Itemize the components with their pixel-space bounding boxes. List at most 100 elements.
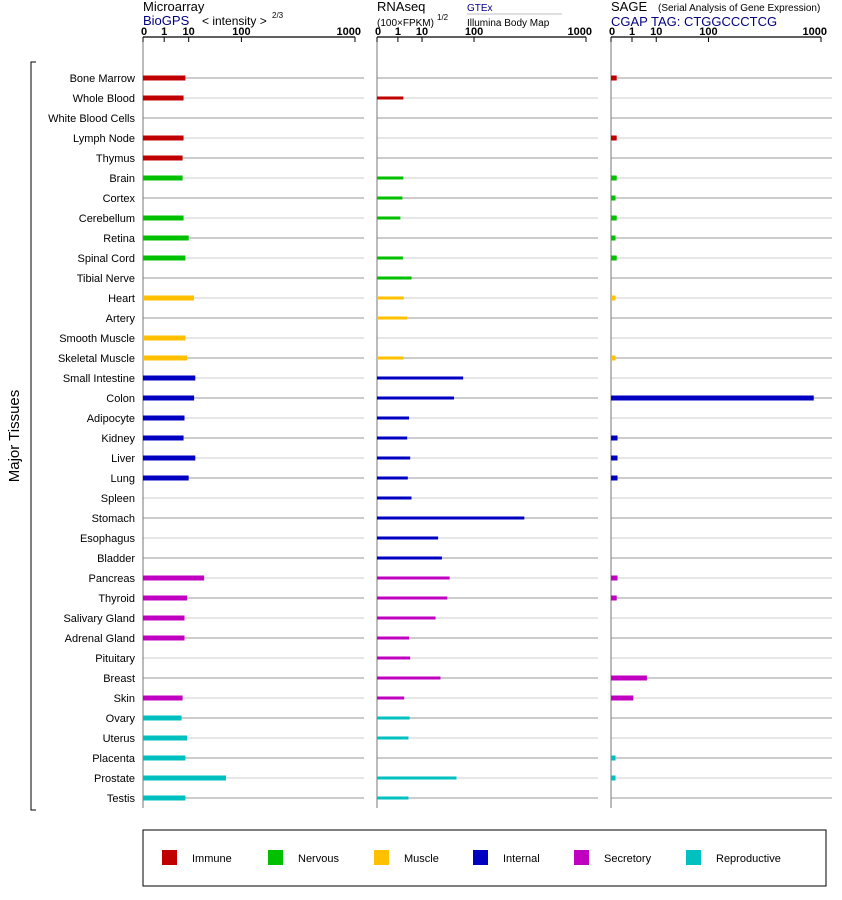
x-tick-label: 0 — [375, 26, 381, 38]
bar-microarray — [143, 635, 185, 641]
legend-label: Secretory — [604, 853, 652, 865]
bar-rnaseq — [377, 556, 442, 560]
legend-label: Nervous — [298, 853, 339, 865]
row-label: Spinal Cord — [78, 253, 135, 265]
x-tick-label: 100 — [232, 26, 250, 38]
row-label: Cerebellum — [79, 213, 135, 225]
row-label: Breast — [103, 673, 135, 685]
row-gridlines — [143, 77, 832, 799]
x-tick-label: 10 — [650, 26, 662, 38]
bar-rnaseq — [377, 416, 410, 420]
bar-rnaseq — [377, 376, 464, 380]
bar-rnaseq — [377, 796, 409, 800]
bar-rnaseq — [377, 96, 404, 100]
sage-source: CGAP TAG: CTGGCCCTCG — [611, 14, 777, 29]
bar-microarray — [143, 135, 184, 141]
legend-swatch-secretory — [574, 850, 589, 865]
bar-microarray — [143, 795, 186, 801]
sage-subtitle: (Serial Analysis of Gene Expression) — [658, 3, 820, 14]
legend-label: Muscle — [404, 853, 439, 865]
bar-microarray — [143, 215, 184, 221]
row-label: Esophagus — [80, 533, 136, 545]
rnaseq-note-exponent: 1/2 — [437, 13, 449, 22]
bar-microarray — [143, 335, 186, 341]
bar-microarray — [143, 355, 188, 361]
bar-rnaseq — [377, 456, 411, 460]
bar-rnaseq — [377, 256, 403, 260]
row-label: Retina — [103, 233, 136, 245]
bar-rnaseq — [377, 316, 408, 320]
legend-label: Internal — [503, 853, 540, 865]
bar-sage — [611, 595, 617, 601]
gtex-source: GTEx — [467, 3, 493, 14]
row-label: Placenta — [92, 753, 136, 765]
bar-rnaseq — [377, 516, 525, 520]
x-tick-label: 100 — [699, 26, 717, 38]
side-label: Major Tissues — [6, 390, 23, 483]
bar-sage — [611, 455, 618, 461]
bar-rnaseq — [377, 676, 441, 680]
bar-rnaseq — [377, 356, 404, 360]
row-label: Kidney — [101, 433, 135, 445]
row-label: Lymph Node — [73, 133, 135, 145]
bar-sage — [611, 755, 616, 761]
bars — [143, 75, 814, 801]
bar-microarray — [143, 735, 188, 741]
x-tick-label: 10 — [416, 26, 428, 38]
bar-sage — [611, 355, 616, 361]
legend-swatch-immune — [162, 850, 177, 865]
bar-rnaseq — [377, 716, 410, 720]
row-label: Stomach — [92, 513, 135, 525]
x-tick-label: 0 — [141, 26, 147, 38]
x-tick-label: 10 — [183, 26, 195, 38]
bar-microarray — [143, 695, 183, 701]
bar-microarray — [143, 375, 196, 381]
side-bracket — [30, 61, 36, 811]
bar-rnaseq — [377, 496, 412, 500]
bar-sage — [611, 575, 618, 581]
bar-microarray — [143, 235, 189, 241]
legend-label: Reproductive — [716, 853, 781, 865]
row-label: Heart — [108, 293, 135, 305]
legend-swatch-reproductive — [686, 850, 701, 865]
bar-sage — [611, 695, 634, 701]
bar-microarray — [143, 75, 186, 81]
bar-rnaseq — [377, 176, 404, 180]
row-label: White Blood Cells — [48, 113, 135, 125]
x-tick-label: 1 — [629, 26, 635, 38]
bar-sage — [611, 215, 617, 221]
bar-sage — [611, 435, 618, 441]
bar-sage — [611, 235, 616, 241]
bar-microarray — [143, 155, 183, 161]
bar-rnaseq — [377, 596, 448, 600]
row-label: Thyroid — [98, 593, 135, 605]
row-label: Thymus — [96, 153, 136, 165]
sage-title: SAGE — [611, 0, 647, 14]
x-tick-label: 1 — [161, 26, 167, 38]
bar-rnaseq — [377, 396, 454, 400]
bar-microarray — [143, 175, 183, 181]
bar-rnaseq — [377, 776, 457, 780]
bar-rnaseq — [377, 536, 439, 540]
row-label: Whole Blood — [73, 93, 135, 105]
bar-microarray — [143, 755, 186, 761]
bar-sage — [611, 475, 618, 481]
microarray-note-exponent: 2/3 — [272, 11, 284, 20]
bar-rnaseq — [377, 616, 436, 620]
bar-rnaseq — [377, 296, 404, 300]
x-tick-label: 1000 — [568, 26, 592, 38]
bar-rnaseq — [377, 436, 408, 440]
legend-swatch-internal — [473, 850, 488, 865]
bar-microarray — [143, 455, 196, 461]
microarray-note: < intensity > — [202, 14, 267, 28]
bar-microarray — [143, 295, 195, 301]
bar-rnaseq — [377, 636, 410, 640]
bar-sage — [611, 195, 616, 201]
bar-sage — [611, 175, 617, 181]
row-label: Smooth Muscle — [59, 333, 135, 345]
row-labels: Bone Marrow Whole Blood White Blood Cells L… — [48, 73, 136, 805]
bar-microarray — [143, 575, 205, 581]
bar-microarray — [143, 775, 226, 781]
